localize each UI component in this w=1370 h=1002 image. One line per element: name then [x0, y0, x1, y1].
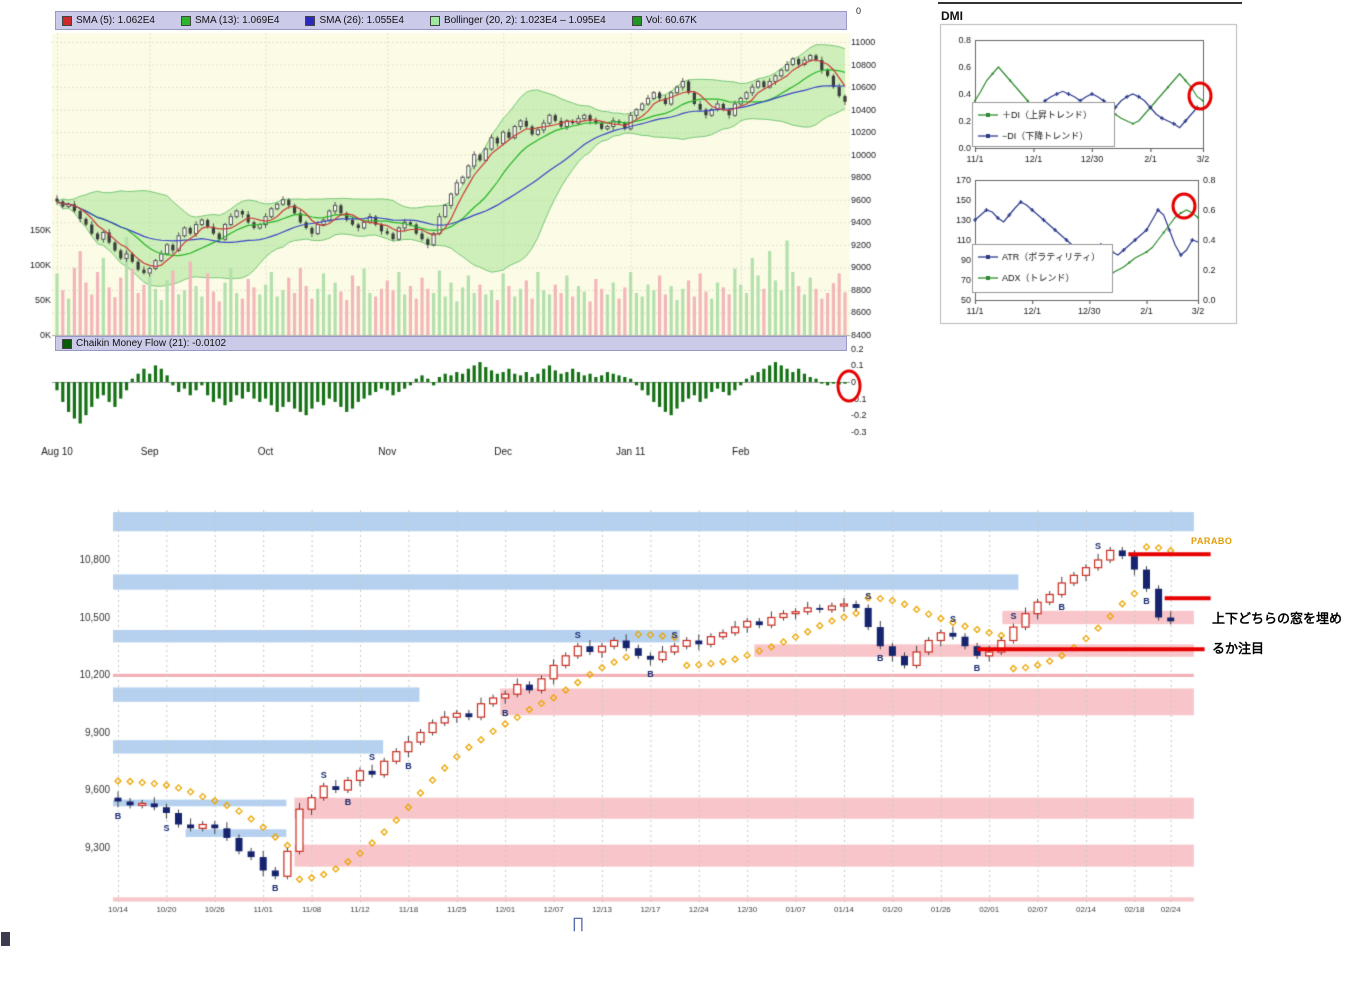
window-note-line2: るか注目 [1212, 641, 1265, 656]
legend-swatch [62, 338, 72, 349]
corner-artifact [1, 932, 10, 946]
price-volume-chaikin-chart [0, 0, 890, 462]
parabolic-sar-label: PARABO [1191, 536, 1233, 546]
legend-swatch [180, 15, 191, 26]
dmi-atr-adx-charts [935, 6, 1247, 331]
price-chart-legend: SMA (5): 1.062E4 SMA (13): 1.069E4 SMA (26… [55, 11, 847, 30]
legend-label: SMA (5): 1.062E4 [76, 15, 155, 26]
legend-swatch [631, 15, 642, 26]
legend-label: SMA (13): 1.069E4 [194, 15, 280, 26]
legend-label: Vol: 60.67K [645, 15, 697, 26]
legend-swatch [429, 15, 440, 26]
legend-swatch [62, 15, 72, 26]
candlestick-gap-window-chart [0, 498, 1370, 950]
axis-artifact-zero: 0 [856, 6, 862, 16]
legend-label: Chaikin Money Flow (21): -0.0102 [76, 338, 227, 349]
legend-item: Vol: 60.67K [631, 15, 697, 26]
legend-label: Bollinger (20, 2): 1.023E4 – 1.095E4 [443, 15, 606, 26]
chaikin-legend: Chaikin Money Flow (21): -0.0102 [55, 336, 847, 351]
legend-item: Bollinger (20, 2): 1.023E4 – 1.095E4 [429, 15, 606, 26]
top-divider-line [938, 2, 1242, 4]
legend-label: SMA (26): 1.055E4 [319, 15, 404, 26]
legend-item: SMA (5): 1.062E4 [62, 15, 155, 26]
text-artifact-glyph: ∏ [572, 915, 585, 932]
legend-item: SMA (13): 1.069E4 [180, 15, 280, 26]
legend-item: SMA (26): 1.055E4 [305, 15, 404, 26]
legend-item: Chaikin Money Flow (21): -0.0102 [62, 338, 226, 349]
window-note-line1: 上下どちらの窓を埋め [1212, 611, 1343, 626]
legend-swatch [305, 15, 316, 26]
